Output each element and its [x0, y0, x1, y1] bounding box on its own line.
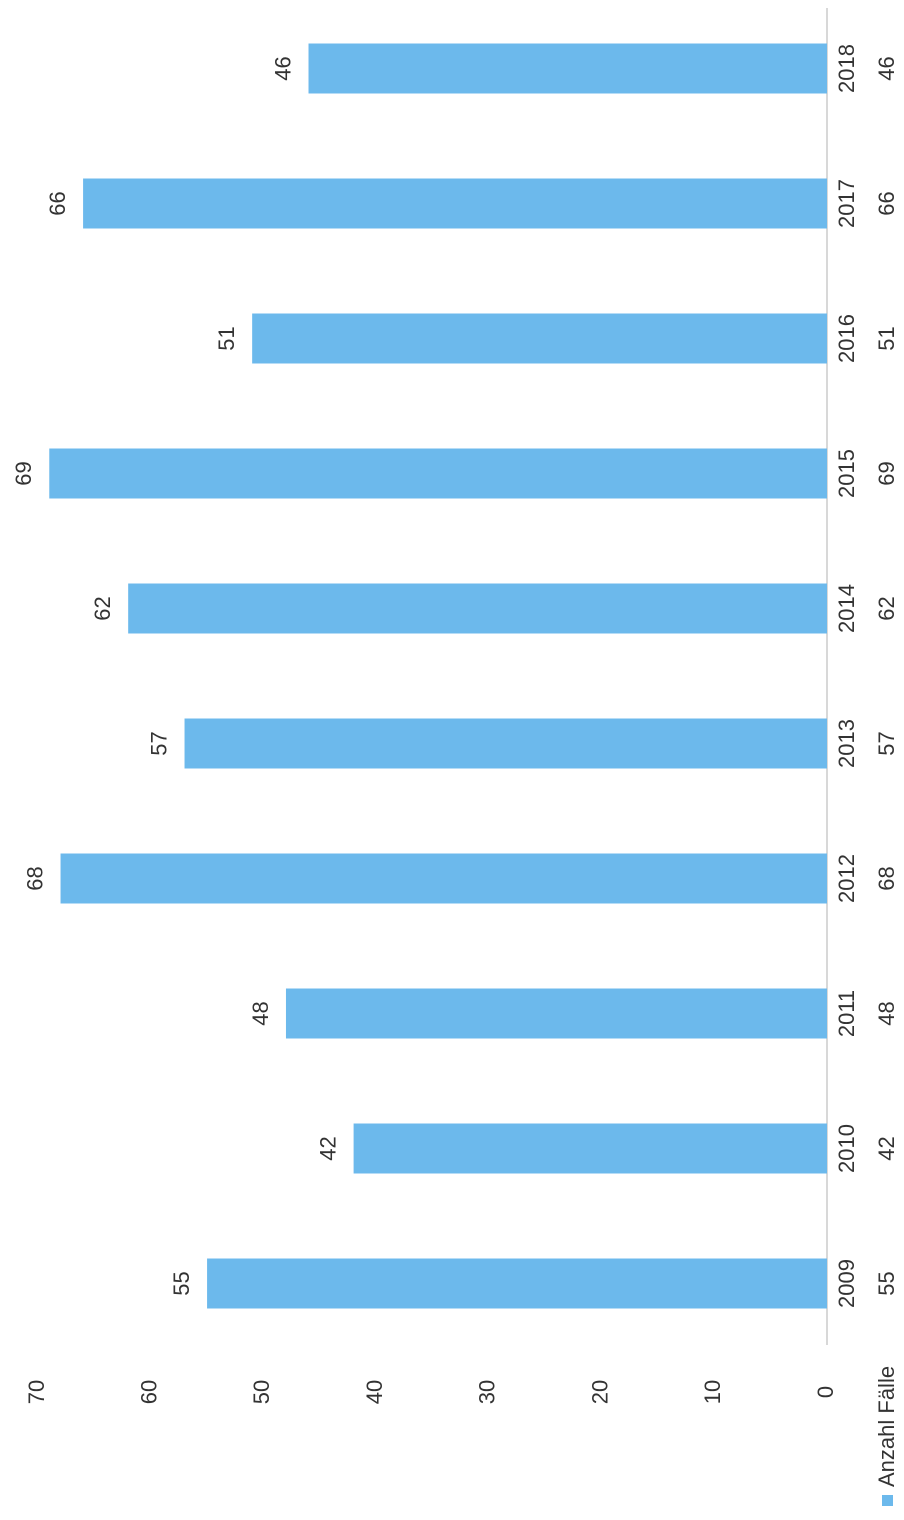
- data-table-value: 55: [874, 1271, 899, 1295]
- data-label: 51: [214, 326, 239, 350]
- data-label: 68: [22, 866, 47, 890]
- data-label: 55: [169, 1271, 194, 1295]
- data-label: 42: [315, 1136, 340, 1160]
- y-tick-label: 40: [362, 1380, 387, 1404]
- x-tick-label: 2016: [834, 314, 859, 363]
- data-table-value: 51: [874, 326, 899, 350]
- y-tick-label: 30: [475, 1380, 500, 1404]
- bar: [83, 178, 828, 229]
- data-table-value: 66: [874, 191, 899, 215]
- y-tick-label: 70: [24, 1380, 49, 1404]
- data-label: 48: [248, 1001, 273, 1025]
- y-tick-label: 20: [587, 1380, 612, 1404]
- data-table-value: 69: [874, 461, 899, 485]
- x-tick-label: 2014: [834, 584, 859, 633]
- data-label: 66: [45, 191, 70, 215]
- data-table-value: 62: [874, 596, 899, 620]
- x-tick-label: 2015: [834, 449, 859, 498]
- bar: [285, 988, 827, 1039]
- bar: [353, 1123, 827, 1174]
- x-tick-label: 2012: [834, 854, 859, 903]
- data-label: 62: [90, 596, 115, 620]
- y-tick-label: 10: [700, 1380, 725, 1404]
- y-tick-label: 0: [813, 1386, 838, 1398]
- y-tick-label: 60: [137, 1380, 162, 1404]
- x-tick-label: 2013: [834, 719, 859, 768]
- data-label: 46: [270, 56, 295, 80]
- bar: [308, 43, 827, 94]
- x-tick-label: 2011: [834, 990, 859, 1037]
- legend-label: Anzahl Fälle: [874, 1366, 899, 1487]
- x-tick-label: 2018: [834, 44, 859, 93]
- bar: [207, 1258, 828, 1309]
- data-table-value: 48: [874, 1001, 899, 1025]
- x-tick-label: 2017: [834, 179, 859, 228]
- data-label: 57: [146, 731, 171, 755]
- bar: [49, 448, 828, 499]
- data-table-value: 57: [874, 731, 899, 755]
- bar: [60, 853, 828, 904]
- legend-swatch: [882, 1495, 893, 1506]
- data-table-value: 46: [874, 56, 899, 80]
- y-tick-label: 50: [249, 1380, 274, 1404]
- data-label: 69: [11, 461, 36, 485]
- x-tick-label: 2009: [834, 1259, 859, 1308]
- x-tick-label: 2010: [834, 1124, 859, 1173]
- bar: [184, 718, 827, 769]
- data-table-value: 42: [874, 1136, 899, 1160]
- bar: [128, 583, 827, 634]
- data-table-value: 68: [874, 866, 899, 890]
- bar: [252, 313, 827, 364]
